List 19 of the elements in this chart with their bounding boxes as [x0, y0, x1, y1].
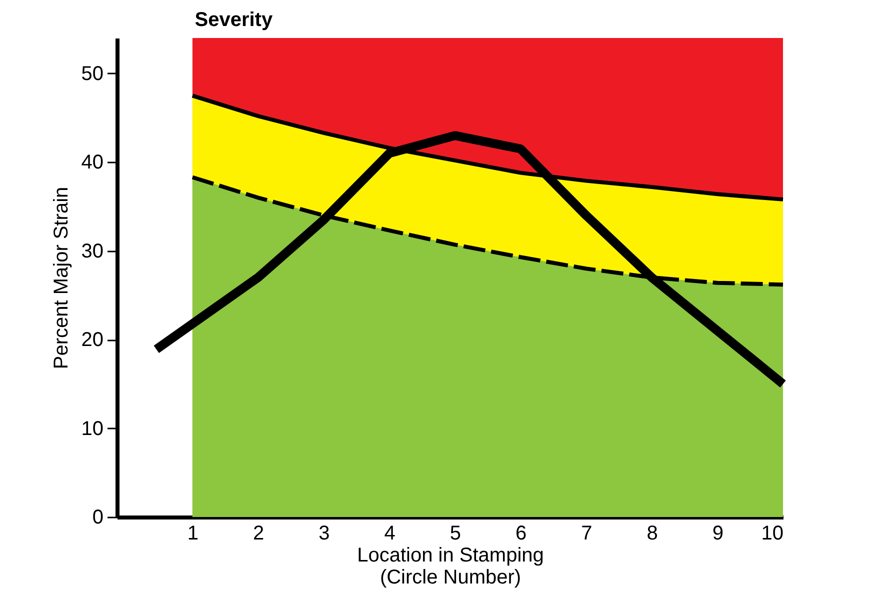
y-tick-label: 20 — [81, 329, 104, 352]
x-tick-label: 5 — [450, 522, 461, 544]
x-tick-label: 10 — [761, 522, 784, 544]
y-tick-label: 10 — [81, 418, 104, 440]
y-tick-label: 40 — [81, 152, 104, 174]
x-tick-label: 7 — [581, 522, 592, 544]
y-tick-label: 0 — [92, 506, 104, 528]
chart-title: Severity — [194, 9, 274, 31]
y-tick-label: 50 — [81, 62, 104, 85]
x-tick-label: 8 — [646, 522, 658, 544]
x-tick-label: 9 — [712, 522, 724, 544]
x-tick-label: 6 — [515, 522, 527, 544]
x-tick-label: 3 — [318, 522, 330, 544]
x-axis-title: Location in Stamping (Circle Number) — [357, 544, 544, 588]
y-tick-label: 30 — [81, 240, 104, 262]
x-tick-label: 4 — [384, 522, 396, 544]
x-tick-label: 2 — [253, 522, 264, 544]
x-tick-label: 1 — [187, 522, 199, 544]
y-axis-title: Percent Major Strain — [50, 186, 72, 370]
